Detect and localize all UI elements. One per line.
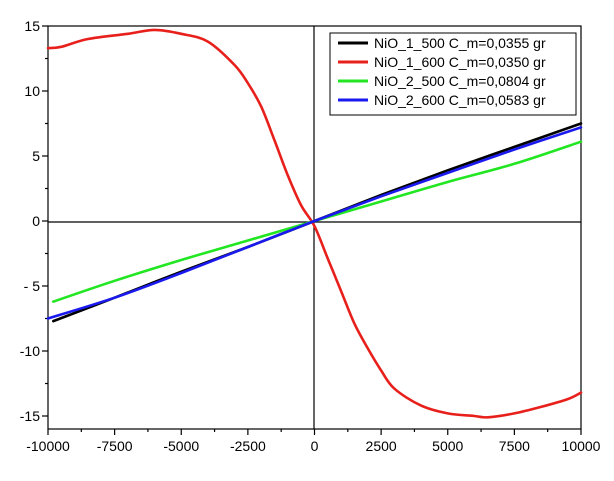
axis-ticks: -10000 -7500 -5000 -2500 0 2500 5000 7500 10000 1…	[20, 18, 601, 454]
x-tick-label: 0	[311, 438, 319, 454]
x-tick-label: 10000	[562, 438, 601, 454]
legend-label: NiO_2_500 C_m=0,0804 gr	[374, 73, 546, 89]
legend-label: NiO_2_600 C_m=0,0583 gr	[374, 92, 546, 108]
x-tick-label: -5000	[163, 438, 199, 454]
legend-label: NiO_1_600 C_m=0,0350 gr	[374, 54, 546, 70]
y-tick-label: 0	[32, 213, 40, 229]
y-tick-label: 15	[24, 18, 40, 34]
y-tick-label: 10	[24, 83, 40, 99]
series-lines	[46, 28, 583, 419]
legend: NiO_1_500 C_m=0,0355 gr NiO_1_600 C_m=0,0…	[329, 32, 577, 116]
series-line-nio1-600	[46, 28, 583, 419]
x-tick-label: -2500	[230, 438, 266, 454]
x-tick-label: -10000	[26, 438, 70, 454]
y-tick-label: - 5	[24, 278, 41, 294]
legend-box	[329, 32, 577, 116]
x-tick-label: 7500	[499, 438, 530, 454]
legend-label: NiO_1_500 C_m=0,0355 gr	[374, 35, 546, 51]
y-tick-label: -10	[20, 343, 40, 359]
y-tick-label: -15	[20, 408, 40, 424]
x-tick-label: 2500	[366, 438, 397, 454]
y-tick-label: 5	[32, 148, 40, 164]
x-tick-label: 5000	[432, 438, 463, 454]
x-tick-label: -7500	[97, 438, 133, 454]
series-line-nio2-600	[46, 126, 583, 320]
